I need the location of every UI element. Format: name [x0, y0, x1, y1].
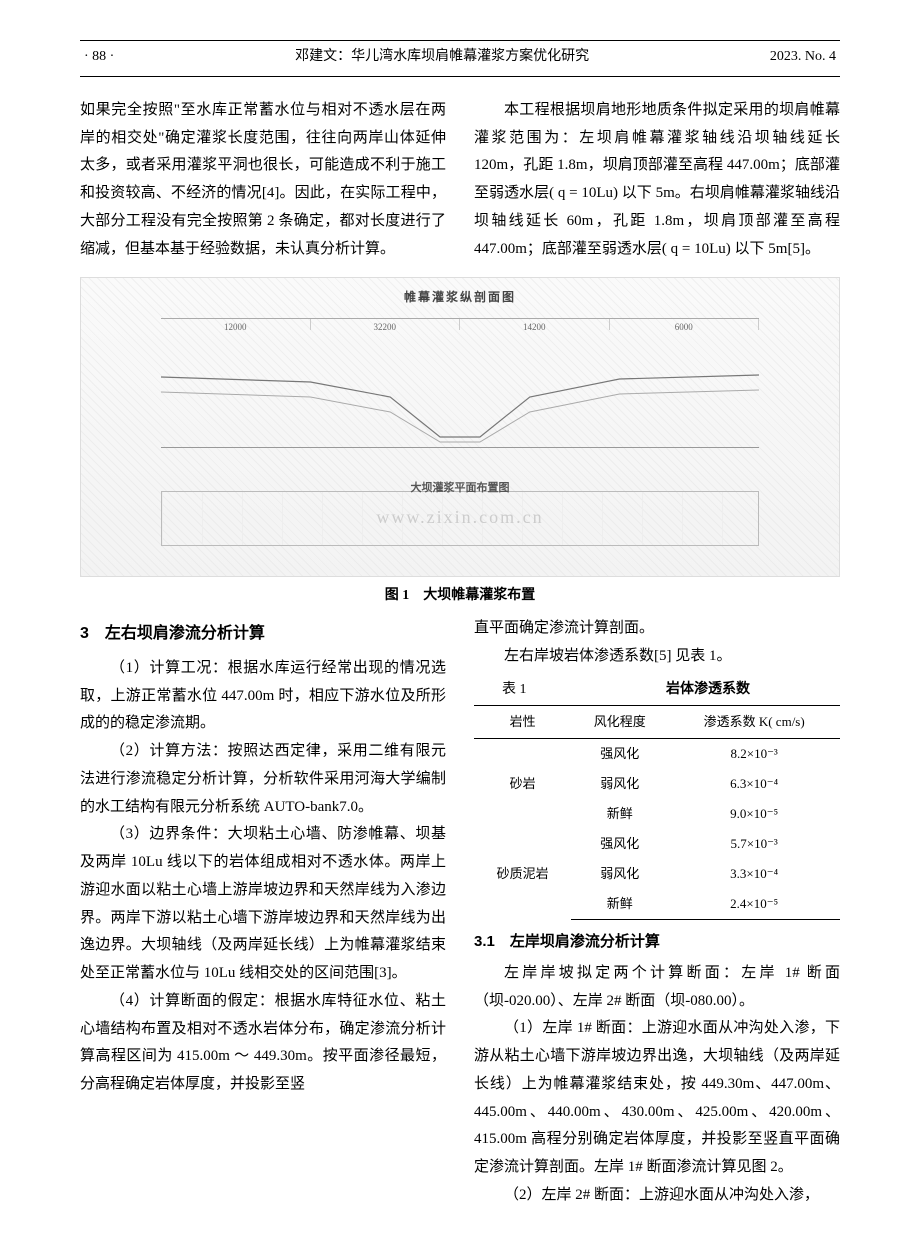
figure-watermark: www.zixin.com.cn [81, 501, 839, 534]
figure-cross-section [161, 338, 759, 448]
figure-dimension-bar: 12000 32200 14200 6000 [161, 318, 759, 330]
page-number: · 88 · [84, 44, 114, 70]
bottom-left-column: 3 左右坝肩渗流分析计算 （1）计算工况：根据水库运行经常出现的情况选取，上游正… [80, 615, 446, 1209]
sec3-para-4: （4）计算断面的假定：根据水库特征水位、粘土心墙结构布置及相对不透水岩体分布，确… [80, 988, 446, 1099]
cell-weather: 强风化 [571, 738, 668, 769]
cell-k: 2.4×10⁻⁵ [668, 889, 840, 920]
cell-rock-1: 砂岩 [474, 738, 571, 829]
table-1-title: 岩体渗透系数 [666, 677, 750, 703]
sec3-para-3: （3）边界条件：大坝粘土心墙、防渗帷幕、坝基及两岸 10Lu 线以下的岩体组成相… [80, 821, 446, 988]
cell-k: 5.7×10⁻³ [668, 829, 840, 859]
dim-segment: 6000 [610, 319, 760, 330]
figure-valley-profile [161, 367, 759, 447]
dim-segment: 32200 [311, 319, 461, 330]
table-row: 砂质泥岩 强风化 5.7×10⁻³ [474, 829, 840, 859]
table-row: 砂岩 强风化 8.2×10⁻³ [474, 738, 840, 769]
sec31-para-3: （2）左岸 2# 断面：上游迎水面从冲沟处入渗， [474, 1182, 840, 1210]
dim-segment: 12000 [161, 319, 311, 330]
top-text-columns: 如果完全按照"至水库正常蓄水位与相对不透水层在两岸的相交处"确定灌浆长度范围，往… [80, 97, 840, 264]
section-3-heading: 3 左右坝肩渗流分析计算 [80, 619, 446, 649]
cell-weather: 新鲜 [571, 889, 668, 920]
cell-weather: 弱风化 [571, 769, 668, 799]
figure-1: 帷幕灌浆纵剖面图 12000 32200 14200 6000 大坝灌浆平面布置… [80, 277, 840, 609]
top-left-column: 如果完全按照"至水库正常蓄水位与相对不透水层在两岸的相交处"确定灌浆长度范围，往… [80, 97, 446, 264]
section-3-1-heading: 3.1 左岸坝肩渗流分析计算 [474, 928, 840, 956]
cell-weather: 新鲜 [571, 799, 668, 829]
figure-plan-title: 大坝灌浆平面布置图 [162, 478, 758, 498]
running-title: 邓建文：华儿湾水库坝肩帷幕灌浆方案优化研究 [295, 44, 589, 70]
issue-label: 2023. No. 4 [770, 44, 836, 70]
bottom-right-column: 直平面确定渗流计算剖面。 左右岸坡岩体渗透系数[5] 见表 1。 表 1 岩体渗… [474, 615, 840, 1209]
sec3-para-2: （2）计算方法：按照达西定律，采用二维有限元法进行渗流稳定分析计算，分析软件采用… [80, 738, 446, 821]
col-weathering: 风化程度 [571, 705, 668, 738]
col-permeability: 渗透系数 K( cm/s) [668, 705, 840, 738]
top-right-paragraph: 本工程根据坝肩地形地质条件拟定采用的坝肩帷幕灌浆范围为：左坝肩帷幕灌浆轴线沿坝轴… [474, 97, 840, 264]
table-header-row: 岩性 风化程度 渗透系数 K( cm/s) [474, 705, 840, 738]
figure-1-caption: 图 1 大坝帷幕灌浆布置 [80, 583, 840, 609]
cell-k: 8.2×10⁻³ [668, 738, 840, 769]
cell-weather: 强风化 [571, 829, 668, 859]
top-left-paragraph: 如果完全按照"至水库正常蓄水位与相对不透水层在两岸的相交处"确定灌浆长度范围，往… [80, 97, 446, 264]
cell-rock-2: 砂质泥岩 [474, 829, 571, 920]
dim-segment: 14200 [460, 319, 610, 330]
sec31-para-2: （1）左岸 1# 断面：上游迎水面从冲沟处入渗，下游从粘土心墙下游岸坡边界出逸，… [474, 1015, 840, 1182]
sec31-para-1: 左岸岸坡拟定两个计算断面：左岸 1# 断面（坝-020.00）、左岸 2# 断面… [474, 960, 840, 1016]
table-1: 岩性 风化程度 渗透系数 K( cm/s) 砂岩 强风化 8.2×10⁻³ 弱风… [474, 705, 840, 920]
bottom-columns: 3 左右坝肩渗流分析计算 （1）计算工况：根据水库运行经常出现的情况选取，上游正… [80, 615, 840, 1209]
cell-k: 6.3×10⁻⁴ [668, 769, 840, 799]
sec3-right-continuation: 直平面确定渗流计算剖面。 [474, 615, 840, 643]
running-header: · 88 · 邓建文：华儿湾水库坝肩帷幕灌浆方案优化研究 2023. No. 4 [80, 44, 840, 77]
figure-1-graphic: 帷幕灌浆纵剖面图 12000 32200 14200 6000 大坝灌浆平面布置… [80, 277, 840, 577]
table-1-caption: 表 1 岩体渗透系数 [474, 677, 840, 703]
figure-section-title: 帷幕灌浆纵剖面图 [81, 286, 839, 308]
cell-k: 3.3×10⁻⁴ [668, 859, 840, 889]
header-top-rule [80, 40, 840, 41]
sec3-para-1: （1）计算工况：根据水库运行经常出现的情况选取，上游正常蓄水位 447.00m … [80, 655, 446, 738]
cell-weather: 弱风化 [571, 859, 668, 889]
top-right-column: 本工程根据坝肩地形地质条件拟定采用的坝肩帷幕灌浆范围为：左坝肩帷幕灌浆轴线沿坝轴… [474, 97, 840, 264]
sec3-right-line2: 左右岸坡岩体渗透系数[5] 见表 1。 [474, 643, 840, 671]
col-rock: 岩性 [474, 705, 571, 738]
cell-k: 9.0×10⁻⁵ [668, 799, 840, 829]
table-1-label: 表 1 [474, 677, 527, 703]
